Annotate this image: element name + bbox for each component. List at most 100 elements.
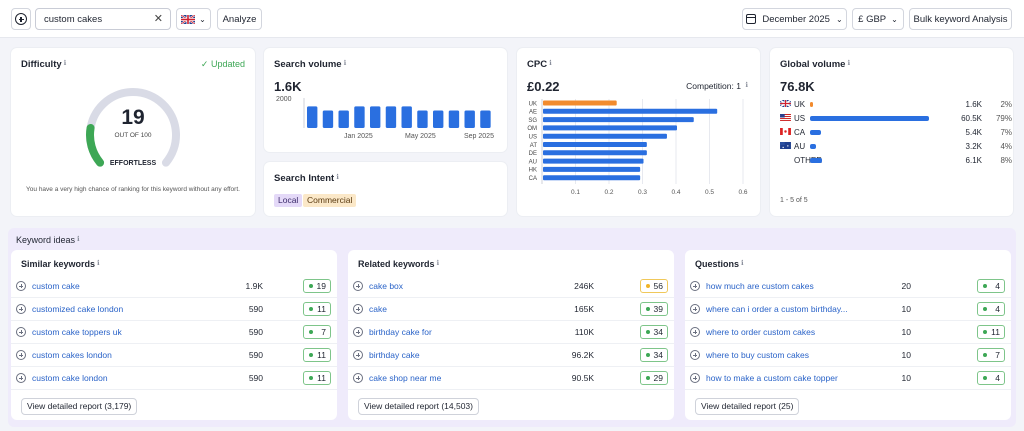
country-volume: 1.6K <box>965 100 982 109</box>
volume-bar[interactable] <box>417 110 428 128</box>
cpc-card: CPC ℹ £0.22 Competition: 1 ℹ 0.1 0.2 0.3 0.4… <box>517 48 760 216</box>
volume-bar[interactable] <box>354 106 365 128</box>
cpc-bar[interactable] <box>543 166 641 172</box>
keyword-link[interactable]: customized cake london <box>32 304 124 314</box>
table-row: where can i order a custom birthday... 10… <box>685 298 1011 321</box>
info-icon[interactable]: ℹ <box>336 174 339 181</box>
plus-circle-icon <box>15 13 27 25</box>
volume-bar[interactable] <box>448 110 460 128</box>
keyword-volume: 20 <box>901 281 911 291</box>
keyword-link[interactable]: cake <box>369 304 387 314</box>
keyword-link[interactable]: custom cake <box>32 281 80 291</box>
country-label: UK <box>794 100 806 109</box>
info-icon[interactable]: ℹ <box>549 60 552 67</box>
analyze-button[interactable]: Analyze <box>217 8 262 30</box>
cpc-bar[interactable] <box>543 158 644 164</box>
questions-title: Questions ℹ <box>695 259 744 269</box>
keyword-volume: 590 <box>248 373 263 383</box>
view-report-button[interactable]: View detailed report (3,179) <box>21 398 138 415</box>
volume-bar[interactable] <box>338 110 349 128</box>
cpc-bar[interactable] <box>543 175 641 181</box>
table-row: cake 165K 39 <box>348 298 674 321</box>
x-tick-label: 0.6 <box>738 189 747 196</box>
x-tick-label: 0.3 <box>638 189 647 196</box>
kd-badge: 11 <box>303 302 331 316</box>
keyword-volume: 1.9K <box>245 281 264 291</box>
add-keyword-icon[interactable] <box>690 373 700 383</box>
cpc-bar[interactable] <box>543 150 647 156</box>
difficulty-score: 19 <box>121 106 145 129</box>
currency-select[interactable]: £ GBP ⌄ <box>852 8 904 30</box>
add-keyword-icon[interactable] <box>690 304 700 314</box>
keyword-link[interactable]: birthday cake <box>369 350 420 360</box>
volume-bar[interactable] <box>370 106 381 128</box>
y-tick-label: 2000 <box>276 96 292 103</box>
cpc-bar[interactable] <box>543 133 667 139</box>
keyword-link[interactable]: how to make a custom cake topper <box>706 373 838 383</box>
table-row: custom cake toppers uk 590 7 <box>11 321 337 344</box>
gauge-fill <box>86 123 105 167</box>
add-keyword-icon[interactable] <box>690 350 700 360</box>
keyword-link[interactable]: how much are custom cakes <box>706 281 814 291</box>
keyword-link[interactable]: where can i order a custom birthday... <box>706 304 848 314</box>
volume-bar[interactable] <box>385 106 397 128</box>
kd-badge: 11 <box>977 325 1005 339</box>
calendar-icon <box>746 14 757 24</box>
volume-bar[interactable] <box>433 110 444 128</box>
keyword-link[interactable]: birthday cake for <box>369 327 432 337</box>
cpc-bar[interactable] <box>543 125 677 131</box>
keyword-link[interactable]: cake box <box>369 281 404 291</box>
add-button[interactable] <box>11 8 31 30</box>
keyword-link[interactable]: custom cake london <box>32 373 108 383</box>
add-keyword-icon[interactable] <box>690 327 700 337</box>
add-keyword-icon[interactable] <box>16 327 26 337</box>
add-keyword-icon[interactable] <box>353 327 363 337</box>
keyword-volume: 10 <box>901 304 911 314</box>
info-icon[interactable]: ℹ <box>97 260 100 267</box>
volume-bar[interactable] <box>464 110 475 128</box>
info-icon[interactable]: ℹ <box>745 82 748 89</box>
view-report-button[interactable]: View detailed report (25) <box>695 398 800 415</box>
volume-bar[interactable] <box>480 110 491 128</box>
info-icon[interactable]: ℹ <box>436 260 440 267</box>
add-keyword-icon[interactable] <box>353 350 363 360</box>
add-keyword-icon[interactable] <box>353 281 363 291</box>
volume-bar[interactable] <box>401 106 412 128</box>
date-select[interactable]: December 2025 ⌄ <box>742 8 847 30</box>
add-keyword-icon[interactable] <box>353 304 363 314</box>
keyword-link[interactable]: custom cake toppers uk <box>32 327 122 337</box>
cpc-bar[interactable] <box>543 100 617 106</box>
keyword-link[interactable]: custom cakes london <box>32 350 112 360</box>
info-icon[interactable]: ℹ <box>77 236 80 243</box>
info-icon[interactable]: ℹ <box>847 60 851 67</box>
info-icon[interactable]: ℹ <box>741 260 744 267</box>
add-keyword-icon[interactable] <box>353 373 363 383</box>
chevron-down-icon: ⌄ <box>835 14 843 24</box>
add-keyword-icon[interactable] <box>16 304 26 314</box>
volume-bar[interactable] <box>322 110 334 128</box>
country-select[interactable]: ⌄ <box>176 8 211 30</box>
difficulty-out-of: OUT OF 100 <box>114 132 152 139</box>
add-keyword-icon[interactable] <box>16 281 26 291</box>
info-icon[interactable]: ℹ <box>63 60 67 67</box>
y-tick-label: AE <box>529 110 537 116</box>
clear-icon[interactable]: ✕ <box>153 13 163 25</box>
bulk-analysis-button[interactable]: Bulk keyword Analysis <box>909 8 1012 30</box>
add-keyword-icon[interactable] <box>16 373 26 383</box>
search-input[interactable]: custom cakes ✕ <box>35 8 171 30</box>
cpc-bar[interactable] <box>543 117 694 123</box>
x-tick-label: Jan 2025 <box>344 133 373 140</box>
volume-bar[interactable] <box>307 106 318 128</box>
add-keyword-icon[interactable] <box>690 281 700 291</box>
keyword-link[interactable]: where to buy custom cakes <box>706 350 809 360</box>
info-icon[interactable]: ℹ <box>343 60 347 67</box>
add-keyword-icon[interactable] <box>16 350 26 360</box>
cpc-bar[interactable] <box>543 142 647 147</box>
cpc-bar[interactable] <box>543 108 718 114</box>
pagination-label: 1 - 5 of 5 <box>780 197 808 204</box>
table-row: birthday cake 96.2K 34 <box>348 344 674 367</box>
keyword-link[interactable]: where to order custom cakes <box>706 327 816 337</box>
view-report-button[interactable]: View detailed report (14,503) <box>358 398 479 415</box>
search-volume-chart <box>303 98 491 128</box>
keyword-link[interactable]: cake shop near me <box>369 373 442 383</box>
